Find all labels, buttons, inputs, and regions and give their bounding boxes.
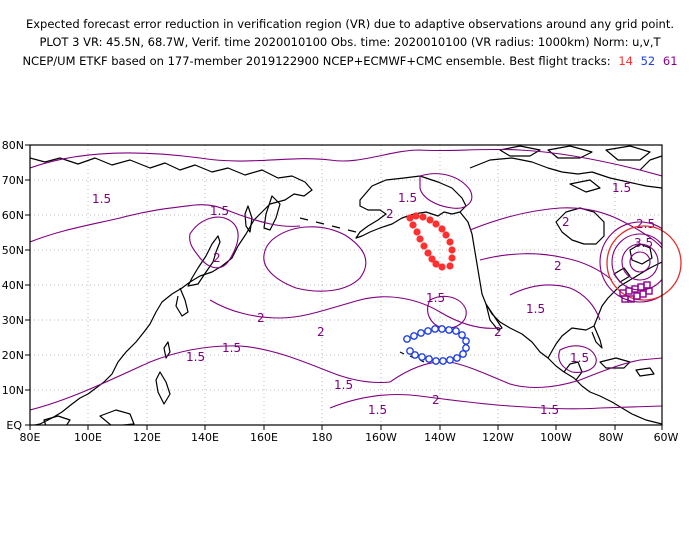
x-tick-label: 160E bbox=[250, 431, 278, 444]
flight-track-52 bbox=[403, 325, 470, 365]
contour-lines bbox=[30, 148, 662, 411]
y-axis-labels: EQ 10N 20N 30N 40N 50N 60N 70N 80N bbox=[2, 139, 24, 432]
contour-label: 1.5 bbox=[526, 302, 545, 316]
x-tick-label: 120W bbox=[482, 431, 514, 444]
contour-label: 2 bbox=[562, 215, 570, 229]
x-tick-label: 140E bbox=[191, 431, 219, 444]
contour-label: 1.5 bbox=[398, 191, 417, 205]
x-tick-label: 100E bbox=[74, 431, 102, 444]
contour-label: 1.5 bbox=[368, 403, 387, 417]
flight-track-61 bbox=[619, 281, 653, 303]
x-tick-label: 80E bbox=[20, 431, 41, 444]
contour-label: 2 bbox=[494, 325, 502, 339]
contour-label: 2 bbox=[257, 311, 265, 325]
y-tick-label: 70N bbox=[2, 174, 24, 187]
contour-label: 1.5 bbox=[334, 378, 353, 392]
coastlines bbox=[30, 145, 662, 425]
contour-label: 1.5 bbox=[612, 181, 631, 195]
contour-label: 1.5 bbox=[570, 351, 589, 365]
contour-label: 1.5 bbox=[426, 291, 445, 305]
contour-label: 1.5 bbox=[540, 403, 559, 417]
contour-label: 3.5 bbox=[634, 236, 653, 250]
grid-lines bbox=[30, 145, 662, 425]
contour-label: 2 bbox=[317, 325, 325, 339]
track-label-61: 61 bbox=[662, 54, 678, 68]
x-tick-label: 60W bbox=[654, 431, 679, 444]
contour-label: 1.5 bbox=[210, 204, 229, 218]
y-tick-label: 80N bbox=[2, 139, 24, 152]
contour-label: 2 bbox=[213, 251, 221, 265]
x-tick-label: 180 bbox=[312, 431, 333, 444]
y-tick-label: 10N bbox=[2, 384, 24, 397]
contour-label: 1.5 bbox=[186, 350, 205, 364]
title-line-3-text: NCEP/UM ETKF based on 177-member 2019122… bbox=[22, 54, 611, 68]
x-tick-label: 80W bbox=[599, 431, 624, 444]
y-tick-label: 50N bbox=[2, 244, 24, 257]
flight-track-14 bbox=[406, 212, 456, 271]
y-tick-label: 60N bbox=[2, 209, 24, 222]
track-label-52: 52 bbox=[640, 54, 656, 68]
x-tick-label: 160W bbox=[365, 431, 397, 444]
title-line-1: Expected forecast error reduction in ver… bbox=[25, 17, 675, 31]
contour-label: 2 bbox=[386, 207, 394, 221]
title-line-3: NCEP/UM ETKF based on 177-member 2019122… bbox=[0, 54, 700, 68]
verification-region-circle bbox=[606, 225, 682, 301]
title-line-2: PLOT 3 VR: 45.5N, 68.7W, Verif. time 202… bbox=[39, 35, 661, 49]
contour-label: 1.5 bbox=[92, 192, 111, 206]
x-tick-label: 120E bbox=[133, 431, 161, 444]
contour-label: 1.5 bbox=[222, 341, 241, 355]
contour-labels: 1.5 1.5 1.5 1.5 1.5 1.5 1.5 1.5 1.5 1.5 … bbox=[92, 181, 655, 417]
contour-label: 2 bbox=[432, 393, 440, 407]
tick-marks bbox=[25, 144, 663, 430]
contour-label: 2.5 bbox=[636, 217, 655, 231]
x-tick-label: 100W bbox=[540, 431, 572, 444]
track-label-14: 14 bbox=[618, 54, 633, 68]
y-tick-label: 30N bbox=[2, 314, 24, 327]
contour-label: 2 bbox=[554, 259, 562, 273]
y-tick-label: 40N bbox=[2, 279, 24, 292]
y-tick-label: 20N bbox=[2, 349, 24, 362]
x-tick-label: 140W bbox=[424, 431, 456, 444]
x-axis-labels: 80E 100E 120E 140E 160E 180 160W 140W 12… bbox=[20, 431, 679, 444]
y-tick-label: EQ bbox=[6, 419, 22, 432]
